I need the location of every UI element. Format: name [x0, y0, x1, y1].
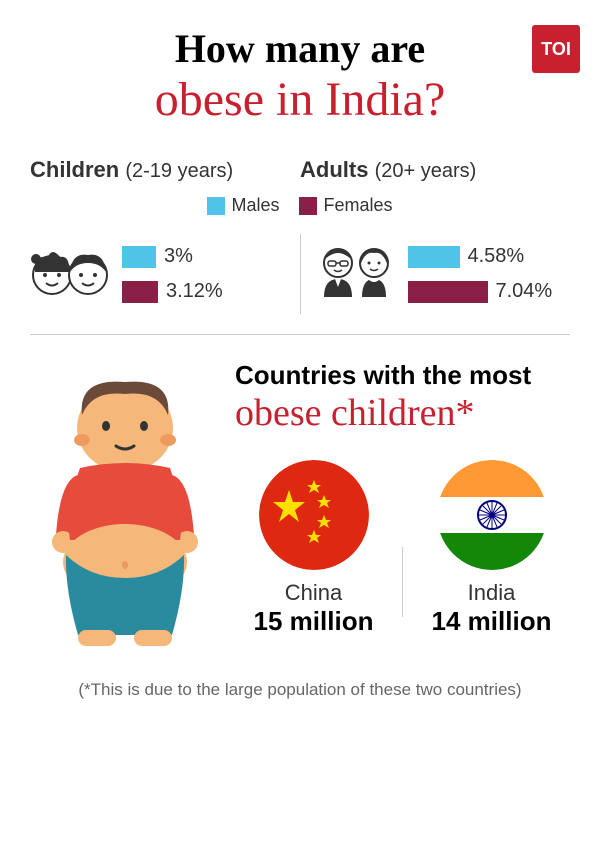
adults-female-value: 7.04% — [496, 280, 553, 303]
children-female-bar: 3.12% — [122, 280, 285, 303]
children-female-value: 3.12% — [166, 280, 223, 303]
stats-section: Children (2-19 years) Adults (20+ years)… — [30, 157, 570, 335]
legend-female: Females — [299, 195, 392, 216]
children-chart: 3% 3.12% — [30, 237, 285, 312]
adults-female-bar: 7.04% — [408, 280, 571, 303]
title-line2: obese in India? — [30, 72, 570, 127]
charts-row: 3% 3.12% — [30, 234, 570, 335]
adults-icon — [316, 237, 396, 312]
divider — [402, 547, 403, 617]
country-china: China 15 million — [235, 460, 392, 637]
adults-male-value: 4.58% — [468, 245, 525, 268]
title-line1: How many are — [30, 25, 570, 72]
children-icon — [30, 237, 110, 312]
male-label: Males — [231, 195, 279, 216]
age-group-labels: Children (2-19 years) Adults (20+ years) — [30, 157, 570, 183]
female-swatch — [299, 197, 317, 215]
india-name: India — [468, 580, 516, 606]
children-label: Children — [30, 157, 119, 182]
adults-male-bar: 4.58% — [408, 245, 571, 268]
legend-male: Males — [207, 195, 279, 216]
country-india: India 14 million — [413, 460, 570, 637]
subtitle-line2: obese children* — [235, 391, 570, 435]
adults-label: Adults — [300, 157, 368, 182]
children-male-value: 3% — [164, 245, 193, 268]
male-swatch — [207, 197, 225, 215]
obese-child-illustration — [30, 360, 220, 655]
header: TOI How many are obese in India? — [30, 25, 570, 127]
india-value: 14 million — [432, 606, 552, 637]
china-flag-icon — [259, 460, 369, 570]
subtitle-line1: Countries with the most — [235, 360, 570, 391]
toi-logo: TOI — [532, 25, 580, 73]
female-label: Females — [323, 195, 392, 216]
adults-chart: 4.58% 7.04% — [316, 237, 571, 312]
legend: Males Females — [30, 195, 570, 216]
countries-row: China 15 million — [235, 460, 570, 637]
divider — [300, 234, 301, 314]
children-male-bar: 3% — [122, 245, 285, 268]
china-name: China — [285, 580, 342, 606]
adults-range: (20+ years) — [375, 160, 477, 182]
children-range: (2-19 years) — [125, 160, 233, 182]
footnote: (*This is due to the large population of… — [30, 680, 570, 700]
india-flag-icon — [437, 460, 547, 570]
china-value: 15 million — [254, 606, 374, 637]
countries-section: Countries with the most obese children* — [30, 360, 570, 655]
